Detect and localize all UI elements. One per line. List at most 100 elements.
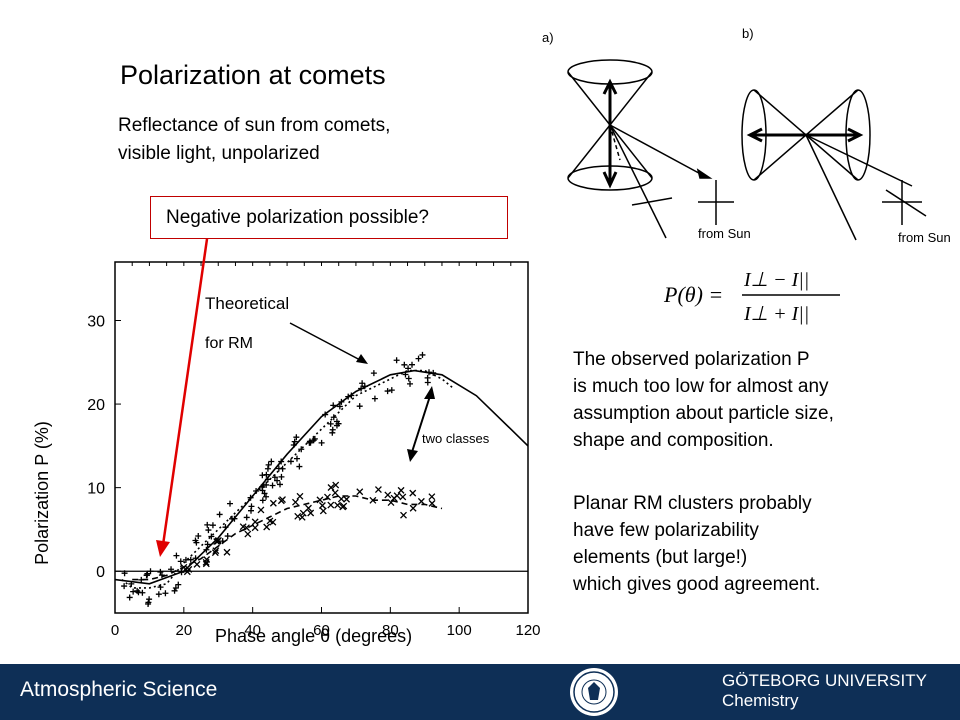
callout-box: Negative polarization possible?	[150, 196, 508, 239]
data-point	[298, 446, 305, 453]
data-point	[327, 420, 334, 427]
data-point	[209, 522, 216, 529]
data-point	[356, 403, 363, 410]
y-tick-label: 30	[87, 314, 105, 331]
data-point	[212, 547, 220, 555]
data-point	[384, 491, 392, 499]
data-point	[293, 455, 300, 462]
scattering-diagram: a) b) from Sun from Sun	[542, 26, 951, 245]
data-point	[292, 498, 299, 506]
data-point	[405, 365, 412, 372]
data-point	[358, 385, 365, 392]
data-point	[330, 402, 337, 409]
formula-lhs: P(θ) =	[663, 282, 723, 307]
data-point	[277, 481, 284, 488]
data-point	[251, 518, 259, 526]
data-point	[211, 549, 219, 557]
data-point	[265, 461, 272, 468]
data-point	[331, 489, 339, 497]
data-point	[327, 484, 335, 491]
data-point	[195, 532, 202, 539]
data-point	[243, 524, 250, 532]
data-point	[126, 594, 133, 601]
data-point	[263, 493, 270, 500]
data-point	[400, 511, 407, 519]
data-point	[162, 590, 169, 597]
data-point	[183, 568, 191, 576]
data-point	[263, 523, 271, 531]
data-point	[248, 503, 255, 510]
data-point	[298, 513, 306, 521]
data-point	[175, 581, 182, 588]
data-point	[259, 497, 266, 504]
data-point	[216, 511, 223, 518]
data-point	[157, 584, 164, 591]
slide-subtitle: Reflectance of sun from comets, visible …	[118, 112, 390, 168]
data-point	[135, 589, 142, 596]
data-point	[263, 481, 270, 488]
data-point	[205, 527, 212, 534]
data-point	[247, 494, 254, 501]
data-point	[316, 496, 324, 504]
data-point	[278, 458, 285, 465]
y-axis-label: Polarization P (%)	[32, 421, 52, 565]
theory-arrow-head	[356, 354, 368, 364]
rm-line: elements (but large!)	[573, 547, 748, 568]
data-point	[361, 383, 368, 390]
data-point	[305, 504, 312, 512]
data-point	[259, 487, 266, 494]
two-classes-arrow-head-up	[424, 386, 435, 399]
data-point	[296, 463, 303, 470]
data-point	[393, 357, 400, 364]
data-point	[155, 591, 162, 598]
data-point	[253, 488, 260, 495]
data-point	[384, 388, 391, 395]
data-point	[224, 533, 231, 540]
data-point	[338, 398, 345, 405]
data-points	[121, 351, 437, 607]
data-point	[409, 489, 417, 497]
data-point	[299, 509, 307, 517]
data-point	[415, 355, 422, 362]
annotation-two-classes: two classes	[422, 431, 490, 446]
data-point	[121, 570, 128, 577]
rm-line: have few polarizability	[573, 520, 759, 541]
data-point	[327, 501, 335, 509]
two-classes-arrow-head-down	[407, 449, 418, 462]
data-point	[307, 509, 315, 517]
footer-university: GÖTEBORG UNIVERSITY Chemistry	[722, 671, 927, 711]
data-point	[397, 486, 405, 494]
data-point	[172, 584, 179, 591]
data-point	[203, 556, 211, 563]
data-point	[424, 374, 431, 381]
data-point	[193, 560, 201, 568]
data-point	[306, 438, 313, 445]
x-tick-label: 0	[111, 622, 119, 639]
data-point	[359, 380, 366, 387]
data-point	[322, 411, 329, 418]
data-point	[332, 481, 340, 489]
diagram-label-a: a)	[542, 30, 554, 45]
observation-text: The observed polarization P is much too …	[573, 346, 834, 454]
data-point	[329, 426, 336, 433]
university-department: Chemistry	[722, 691, 799, 710]
sun-label-a: from Sun	[698, 226, 751, 241]
data-point	[147, 568, 154, 575]
data-point	[158, 572, 165, 579]
lower-fit-curve	[132, 495, 443, 581]
data-point	[371, 395, 378, 402]
data-point	[274, 477, 281, 484]
upper-fit-curve	[121, 369, 453, 589]
footer-bar: Atmospheric Science GÖTEBORG UNIVERSITY …	[0, 664, 960, 720]
data-point	[266, 517, 274, 525]
formula-denominator: I⊥ + I||	[743, 303, 809, 325]
data-point	[345, 393, 352, 400]
theory-curve	[114, 369, 529, 585]
x-tick-label: 60	[313, 622, 330, 639]
axis-ticks: 0 20 40 60 80 100 120 0 10 20 30	[87, 262, 541, 639]
data-point	[318, 439, 325, 446]
data-point	[138, 576, 145, 583]
data-point	[318, 502, 326, 509]
data-point	[374, 486, 382, 493]
data-point	[226, 500, 233, 507]
